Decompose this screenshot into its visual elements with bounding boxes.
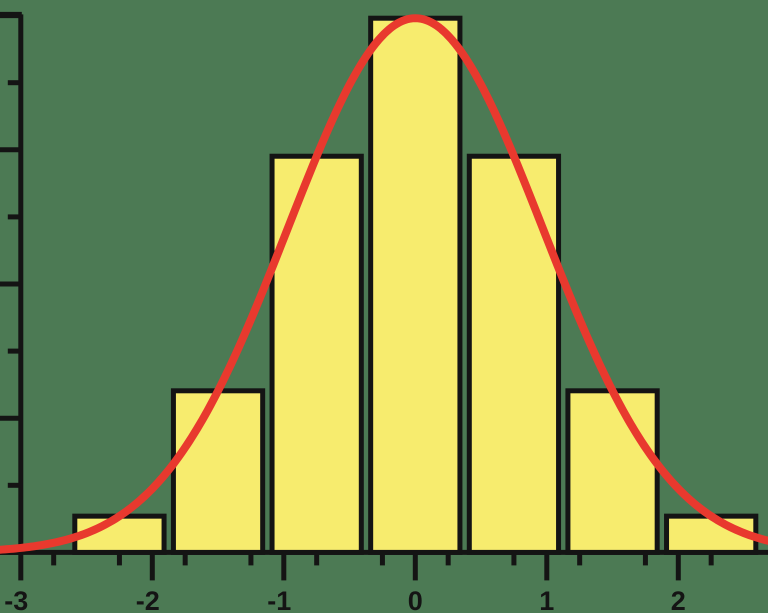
svg-text:0: 0 (408, 586, 423, 613)
svg-text:-2: -2 (136, 586, 160, 613)
svg-text:-3: -3 (4, 586, 28, 613)
svg-text:2: 2 (671, 586, 686, 613)
svg-text:-1: -1 (267, 586, 291, 613)
svg-text:1: 1 (539, 586, 554, 613)
